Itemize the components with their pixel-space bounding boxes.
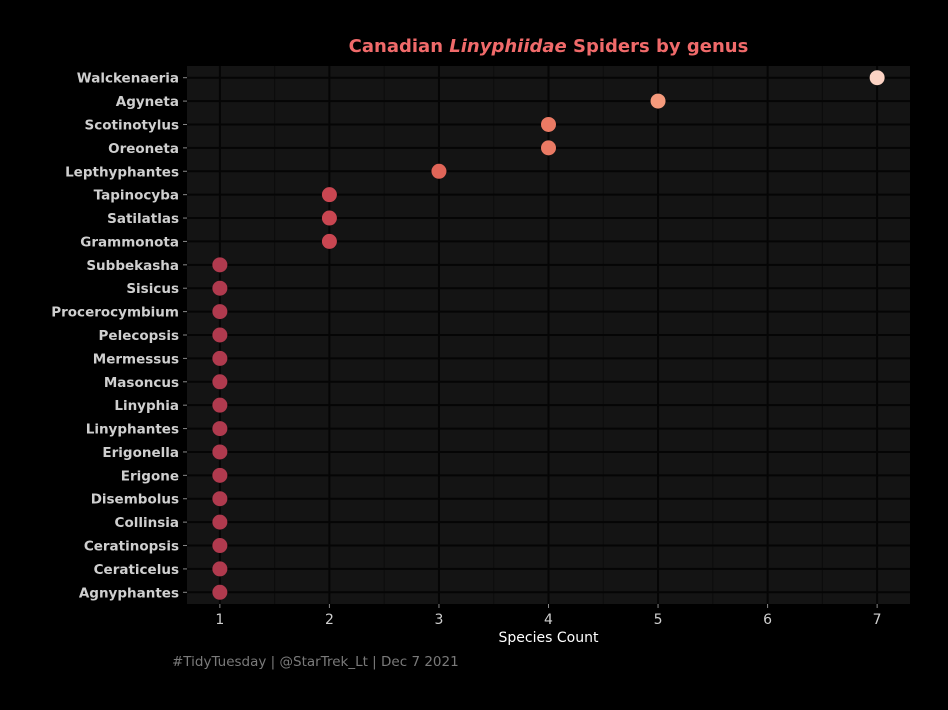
y-tick-label: Mermessus bbox=[93, 351, 179, 367]
data-point bbox=[212, 561, 228, 577]
y-tick-label: Disembolus bbox=[91, 492, 179, 508]
chart-title-part: Canadian bbox=[349, 36, 450, 57]
y-tick-label: Agnyphantes bbox=[79, 585, 179, 601]
y-tick-label: Linyphia bbox=[114, 398, 179, 414]
y-tick-label: Scotinotylus bbox=[85, 117, 180, 133]
data-point bbox=[212, 374, 228, 390]
y-tick-label: Subbekasha bbox=[86, 258, 179, 274]
chart-caption: #TidyTuesday | @StarTrek_Lt | Dec 7 2021 bbox=[172, 654, 459, 670]
x-tick-label: 6 bbox=[763, 612, 772, 628]
data-point bbox=[212, 421, 228, 437]
data-point bbox=[321, 210, 337, 226]
data-point bbox=[212, 514, 228, 530]
y-tick-label: Satilatlas bbox=[107, 211, 179, 227]
x-tick-label: 1 bbox=[215, 612, 224, 628]
y-tick-label: Procerocymbium bbox=[51, 305, 179, 321]
data-point bbox=[212, 397, 228, 413]
data-point bbox=[212, 257, 228, 273]
data-point bbox=[650, 93, 666, 109]
data-point bbox=[541, 140, 556, 156]
data-point bbox=[212, 280, 228, 296]
y-tick-label: Erigone bbox=[121, 468, 179, 484]
data-point bbox=[321, 233, 337, 249]
y-tick-label: Sisicus bbox=[126, 281, 179, 297]
data-point bbox=[541, 116, 556, 132]
y-tick-label: Agyneta bbox=[116, 94, 179, 110]
x-tick-label: 2 bbox=[325, 612, 334, 628]
data-points bbox=[212, 70, 885, 600]
x-tick-label: 3 bbox=[434, 612, 443, 628]
y-tick-label: Lepthyphantes bbox=[65, 164, 179, 180]
y-tick-label: Oreoneta bbox=[108, 141, 179, 157]
data-point bbox=[212, 538, 228, 554]
y-tick-label: Linyphantes bbox=[86, 422, 179, 438]
data-point bbox=[212, 350, 228, 366]
data-point bbox=[431, 163, 447, 179]
x-tick-label: 5 bbox=[654, 612, 663, 628]
data-point bbox=[212, 491, 228, 507]
y-axis: Walckenaeria Agyneta Scotinotylus Oreoneta L… bbox=[51, 71, 187, 601]
chart-title-part: Linyphiidae bbox=[449, 36, 566, 57]
y-tick-label: Collinsia bbox=[115, 515, 179, 531]
chart-title: Canadian Linyphiidae Spiders by genus bbox=[349, 36, 749, 57]
x-tick-label: 4 bbox=[544, 612, 553, 628]
y-tick-label: Masoncus bbox=[104, 375, 179, 391]
data-point bbox=[212, 467, 228, 483]
data-point bbox=[212, 444, 228, 460]
chart-title-part: Spiders by genus bbox=[567, 36, 749, 57]
y-tick-label: Grammonota bbox=[80, 234, 179, 250]
y-tick-label: Erigonella bbox=[102, 445, 179, 461]
y-tick-label: Ceratinopsis bbox=[84, 539, 179, 555]
data-point bbox=[212, 327, 228, 343]
y-tick-label: Walckenaeria bbox=[77, 71, 179, 87]
data-point bbox=[212, 584, 228, 600]
y-tick-label: Pelecopsis bbox=[99, 328, 179, 344]
y-tick-label: Ceraticelus bbox=[94, 562, 179, 578]
x-axis: 1 2 3 4 5 6 7 bbox=[215, 604, 882, 628]
x-axis-title: Species Count bbox=[499, 630, 599, 646]
data-point bbox=[212, 304, 228, 320]
data-point bbox=[869, 70, 885, 86]
x-tick-label: 7 bbox=[873, 612, 882, 628]
data-point bbox=[321, 187, 337, 203]
y-tick-label: Tapinocyba bbox=[94, 188, 179, 204]
